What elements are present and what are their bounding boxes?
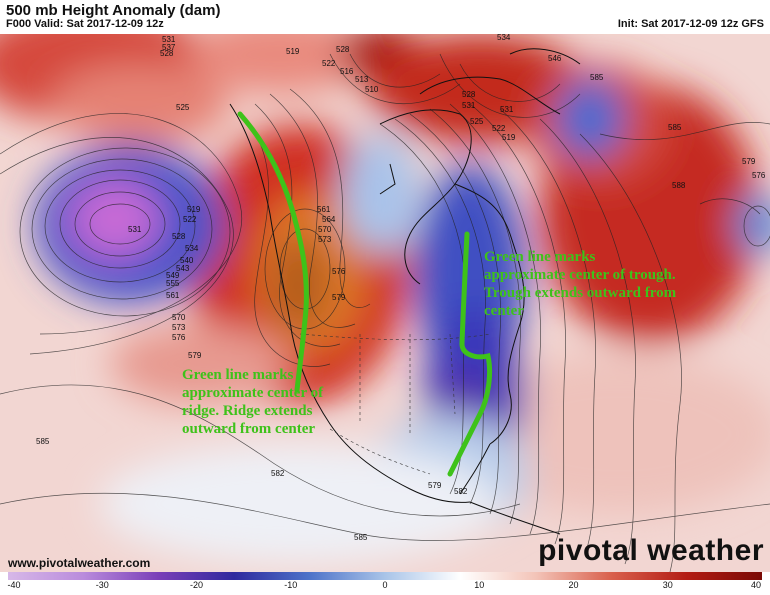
colorbar-tick-label: 0	[382, 580, 388, 590]
contour-label: 525	[470, 117, 484, 126]
contour-label: 564	[322, 215, 336, 224]
contour-label: 522	[492, 124, 506, 133]
contour-label: 510	[365, 85, 379, 94]
contour-label: 528	[462, 90, 476, 99]
contour-label: 585	[668, 123, 682, 132]
contour-label: 576	[752, 171, 766, 180]
contour-label: 531	[162, 35, 176, 44]
contour-label: 525	[176, 103, 190, 112]
contour-label: 570	[172, 313, 186, 322]
trough-axis-line	[447, 231, 493, 477]
contour-label: 522	[322, 59, 336, 68]
contour-label: 582	[454, 487, 468, 496]
valid-time: F000 Valid: Sat 2017-12-09 12z	[6, 18, 164, 30]
contour-label: 549	[166, 271, 180, 280]
contour-label: 579	[742, 157, 756, 166]
colorbar-tick-label: 20	[568, 580, 579, 590]
contour-label: 561	[317, 205, 331, 214]
height-contours	[0, 53, 770, 572]
contour-label: 528	[336, 45, 350, 54]
colorbar-tick-label: 10	[474, 580, 485, 590]
map-title: 500 mb Height Anomaly (dam)	[6, 2, 221, 19]
colorbar-ticks: -40 -30 -20 -10 0 10 20 30 40	[7, 580, 762, 594]
contour-label: 579	[188, 351, 202, 360]
website-url: www.pivotalweather.com	[8, 556, 151, 570]
contour-label: 585	[590, 73, 604, 82]
contour-label: 543	[176, 264, 190, 273]
contour-label: 579	[332, 293, 346, 302]
contour-label: 582	[271, 469, 285, 478]
header: 500 mb Height Anomaly (dam) F000 Valid: …	[0, 0, 770, 34]
contour-label: 540	[180, 256, 194, 265]
contour-label: 516	[340, 67, 354, 76]
contour-label: 561	[166, 291, 180, 300]
contour-label: 576	[172, 333, 186, 342]
colorbar-tick-label: -20	[189, 580, 204, 590]
height-anomaly-map: 531 528 537 519 525 528 522 516 513 510 …	[0, 34, 770, 572]
ridge-axis-line	[237, 111, 309, 393]
contour-label: 522	[183, 215, 197, 224]
contour-label: 573	[318, 235, 332, 244]
colorbar-tick-label: 30	[662, 580, 673, 590]
contour-label: 546	[548, 54, 562, 63]
contour-label: 534	[497, 34, 511, 42]
contour-label: 519	[502, 133, 516, 142]
borders	[299, 333, 491, 475]
anomaly-shading	[0, 34, 770, 564]
contour-label: 570	[318, 225, 332, 234]
contour-label: 519	[187, 205, 201, 214]
contour-label: 531	[128, 225, 142, 234]
contour-label: 528	[160, 49, 174, 58]
contour-label: 585	[36, 437, 50, 446]
contour-label: 576	[332, 267, 346, 276]
colorbar-tick-label: 40	[750, 580, 762, 590]
contour-label: 555	[166, 279, 180, 288]
colorbar-tick-label: -10	[284, 580, 298, 590]
brand-logo: pivotal weather	[538, 534, 764, 567]
contour-label: 573	[172, 323, 186, 332]
contour-label: 531	[500, 105, 514, 114]
colorbar-tick-label: -30	[95, 580, 109, 590]
contour-label: 531	[462, 101, 476, 110]
ridge-annotation: Green line marks approximate center of r…	[182, 367, 324, 437]
anomaly-colorbar	[8, 572, 762, 580]
trough-annotation: Green line marks approximate center of t…	[484, 249, 677, 319]
contour-label: 537	[162, 43, 176, 52]
colorbar-tick-label: -40	[7, 580, 21, 590]
contour-label: 579	[428, 481, 442, 490]
contour-label: 585	[354, 533, 368, 542]
contour-label: 534	[185, 244, 199, 253]
contour-label: 519	[286, 47, 300, 56]
contour-label: 588	[672, 181, 686, 190]
init-time: Init: Sat 2017-12-09 12z GFS	[617, 18, 764, 30]
contour-label: 513	[355, 75, 369, 84]
contour-label: 528	[172, 232, 186, 241]
